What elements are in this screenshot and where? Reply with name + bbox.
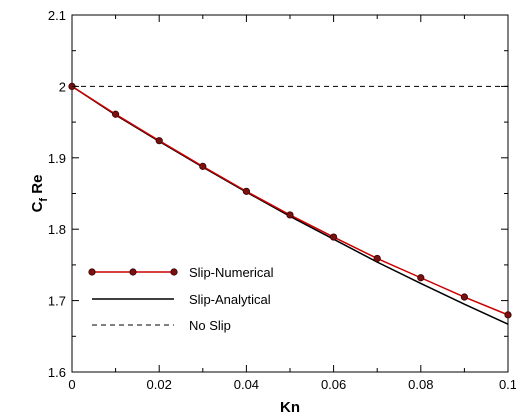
legend-label-slip-analytical: Slip-Analytical — [189, 292, 271, 307]
series-line-slip-numerical — [71, 85, 509, 316]
data-point — [286, 211, 294, 219]
data-point — [504, 311, 512, 319]
legend: Slip-Numerical Slip-Analytical No Slip — [88, 265, 274, 333]
series-group — [68, 82, 512, 325]
data-point — [373, 254, 381, 263]
y-axis-title-rest: Re — [29, 175, 46, 198]
plot-area — [71, 14, 509, 373]
data-point — [112, 110, 120, 118]
y-axis-title-subscript: f — [38, 198, 50, 202]
y-tick-label: 1.6 — [48, 365, 66, 380]
series-line-slip-analytical — [71, 85, 509, 325]
y-axis-title: Cf Re — [29, 175, 50, 213]
plot-frame — [71, 14, 509, 373]
data-point — [242, 187, 250, 195]
legend-marker — [129, 268, 137, 276]
x-tick-label: 0 — [68, 377, 75, 392]
x-tick-label: 0.06 — [321, 377, 346, 392]
x-tick-label: 0.1 — [499, 377, 516, 392]
x-tick-label: 0.08 — [408, 377, 433, 392]
y-tick-label: 2 — [59, 79, 66, 94]
data-point — [155, 137, 163, 145]
x-tick-label: 0.04 — [234, 377, 259, 392]
legend-label-no-slip: No Slip — [189, 318, 231, 333]
legend-label-slip-numerical: Slip-Numerical — [189, 265, 274, 280]
x-tick-label: 0.02 — [147, 377, 172, 392]
y-tick-label: 1.8 — [48, 222, 66, 237]
y-tick-label: 1.7 — [48, 294, 66, 309]
legend-marker — [170, 268, 178, 276]
x-axis-title: Kn — [280, 399, 300, 416]
data-point — [460, 293, 468, 301]
legend-marker — [88, 268, 96, 276]
data-point — [329, 233, 338, 241]
y-tick-label: 2.1 — [48, 8, 66, 23]
y-axis-title-main: C — [29, 201, 46, 212]
y-tick-label: 1.9 — [48, 151, 66, 166]
data-point — [417, 274, 425, 282]
axes-group: 0 0.02 0.04 0.06 0.08 0.1 1.6 1.7 1.8 1.9 2 2.1 — [48, 8, 516, 392]
data-point — [199, 162, 207, 170]
